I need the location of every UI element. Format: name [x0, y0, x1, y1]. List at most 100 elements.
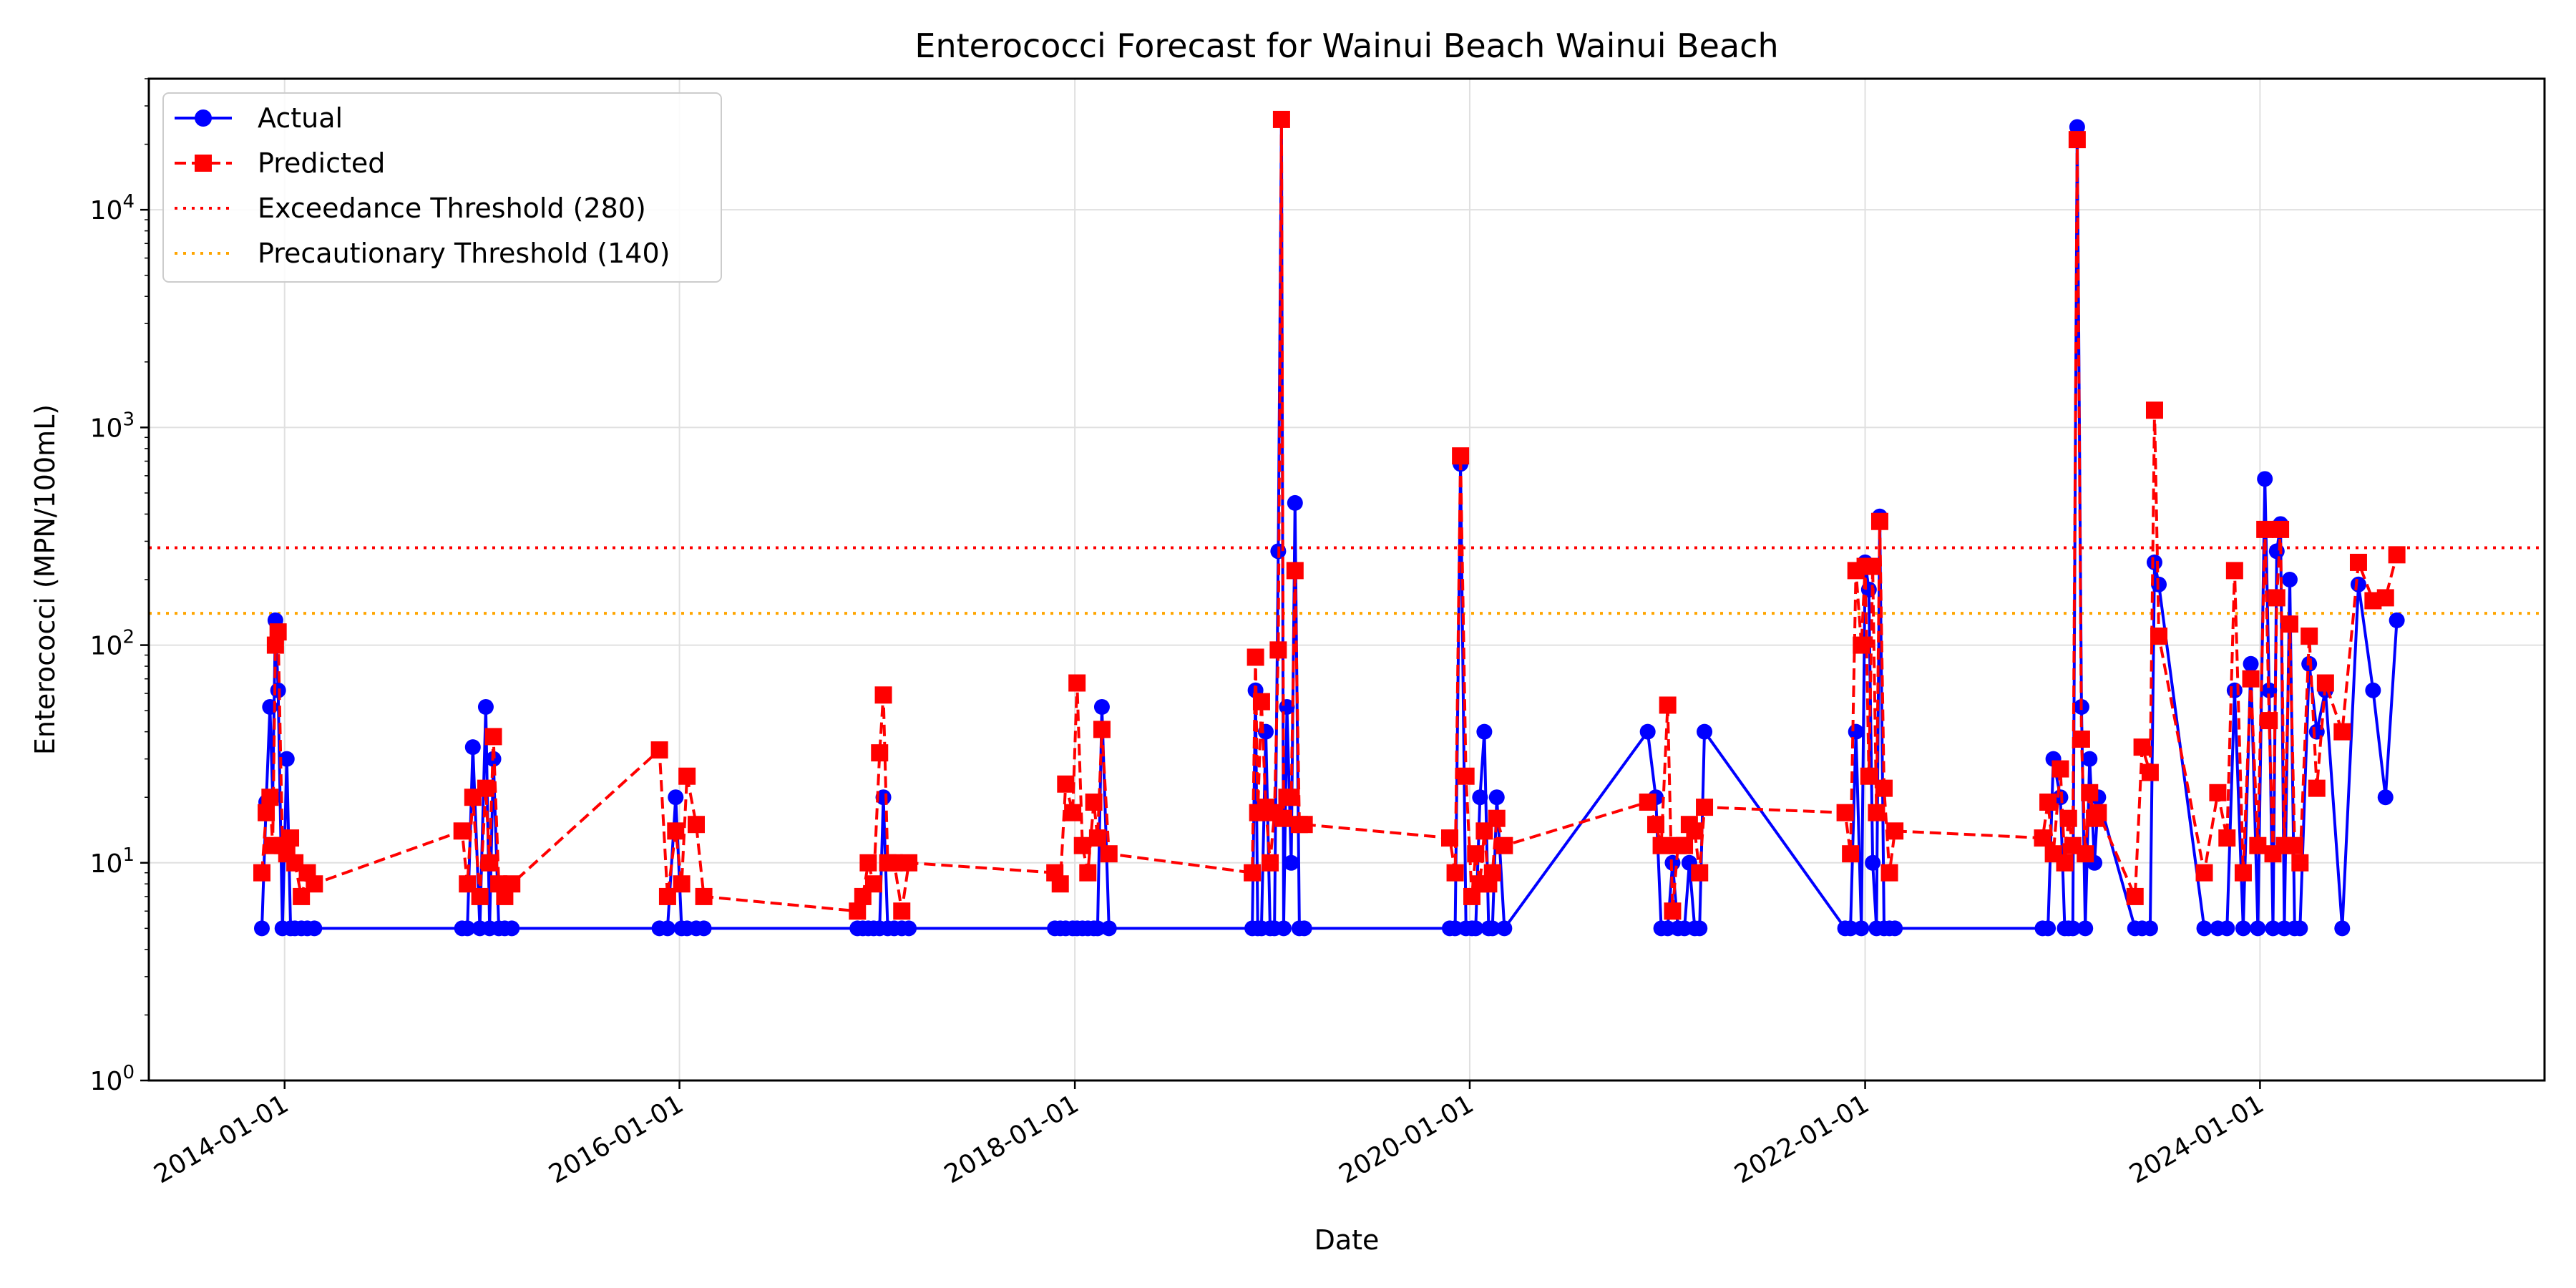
data-point-actual [2069, 119, 2085, 135]
data-point-predicted [1870, 512, 1888, 530]
data-point-actual [1484, 920, 1501, 937]
data-point-predicted [2268, 589, 2285, 607]
y-tick-base: 10 [90, 1067, 123, 1096]
data-point-actual [1865, 854, 1881, 871]
data-point-actual [2365, 682, 2381, 698]
data-point-predicted [1868, 804, 1885, 821]
data-point-predicted [864, 875, 882, 893]
data-point-predicted [1088, 829, 1106, 847]
data-point-predicted [678, 767, 696, 785]
data-point-predicted [1467, 845, 1485, 863]
data-point-predicted [2218, 829, 2236, 847]
data-point-predicted [2141, 763, 2159, 781]
data-point-predicted [306, 875, 323, 893]
data-point-predicted [900, 854, 918, 872]
legend: Actual Predicted Exceedance Threshold (2… [162, 92, 722, 283]
data-point-actual [1275, 920, 1292, 937]
data-point-predicted [871, 744, 889, 762]
data-point-predicted [2150, 627, 2168, 645]
data-point-predicted [2081, 784, 2099, 801]
data-point-predicted [2077, 845, 2094, 863]
series-line-predicted [260, 117, 2399, 913]
data-point-predicted [2260, 712, 2278, 730]
data-point-predicted [2039, 793, 2057, 811]
data-point-predicted [269, 623, 287, 641]
data-point-predicted [2285, 836, 2303, 854]
data-point-actual [1476, 723, 1493, 740]
y-tick-exponent: 1 [122, 844, 135, 866]
data-point-predicted [261, 789, 279, 806]
data-point-predicted [1441, 829, 1459, 847]
legend-predicted-marker [195, 155, 212, 172]
data-point-actual [1853, 920, 1870, 937]
legend-exceedance-label: Exceedance Threshold (280) [258, 192, 646, 224]
data-point-predicted [667, 822, 685, 840]
data-point-predicted [1875, 779, 1893, 797]
data-point-actual [1639, 723, 1656, 740]
data-point-actual [1848, 723, 1864, 740]
data-point-predicted [1836, 804, 1854, 821]
data-point-actual [2235, 920, 2251, 937]
data-point-predicted [2068, 131, 2086, 149]
y-tick-label: 104 [90, 191, 135, 225]
series-layer [253, 110, 2406, 937]
data-point-predicted [2316, 674, 2334, 692]
data-point-actual [504, 920, 520, 937]
y-axis-label: Enterococci (MPN/100mL) [29, 404, 61, 755]
data-point-predicted [1244, 864, 1262, 882]
data-point-predicted [1286, 562, 1304, 580]
chart-title: Enterococci Forecast for Wainui Beach Wa… [914, 26, 1778, 65]
data-point-predicted [2133, 738, 2151, 756]
data-point-actual [1447, 920, 1463, 937]
data-point-predicted [1057, 775, 1075, 793]
y-tick-label: 101 [90, 844, 135, 879]
data-point-predicted [1880, 864, 1898, 882]
data-point-predicted [2089, 804, 2107, 821]
data-point-actual [2389, 612, 2405, 628]
data-point-actual [2082, 751, 2098, 767]
legend-predicted-label: Predicted [258, 147, 385, 179]
data-point-predicted [258, 804, 275, 821]
data-point-predicted [2376, 589, 2394, 607]
data-point-actual [1093, 698, 1110, 715]
data-point-predicted [481, 854, 499, 872]
data-point-predicted [1274, 809, 1292, 827]
data-point-predicted [1252, 693, 1270, 711]
data-point-actual [2146, 554, 2162, 570]
data-point-predicted [2333, 723, 2351, 741]
data-point-predicted [1639, 793, 1657, 811]
data-point-actual [1887, 920, 1903, 937]
data-point-actual [1101, 920, 1117, 937]
data-point-predicted [2349, 553, 2367, 571]
data-point-predicted [1686, 822, 1704, 840]
data-point-predicted [2072, 730, 2090, 748]
data-point-predicted [885, 854, 903, 872]
data-point-predicted [2301, 627, 2318, 645]
data-point-actual [2257, 471, 2273, 487]
y-tick-base: 10 [90, 196, 123, 225]
data-point-predicted [1842, 845, 1860, 863]
data-point-predicted [849, 902, 867, 920]
data-point-predicted [282, 829, 300, 847]
data-point-predicted [1246, 648, 1264, 666]
data-point-actual [668, 789, 684, 806]
data-point-actual [2077, 920, 2094, 937]
data-point-predicted [503, 875, 521, 893]
data-point-actual [1488, 789, 1505, 806]
data-point-predicted [2225, 562, 2243, 580]
data-point-predicted [2272, 520, 2290, 538]
data-point-actual [2265, 920, 2281, 937]
data-point-predicted [1452, 447, 1470, 465]
data-point-predicted [1664, 902, 1682, 920]
data-point-predicted [2249, 836, 2267, 854]
data-point-actual [2292, 920, 2308, 937]
data-point-actual [2196, 920, 2212, 937]
data-point-actual [2142, 920, 2158, 937]
data-point-predicted [477, 779, 494, 797]
data-point-predicted [2308, 779, 2326, 797]
y-tick-exponent: 2 [122, 627, 135, 648]
data-point-actual [1843, 920, 1859, 937]
data-point-predicted [1073, 836, 1091, 854]
data-point-predicted [1079, 864, 1097, 882]
